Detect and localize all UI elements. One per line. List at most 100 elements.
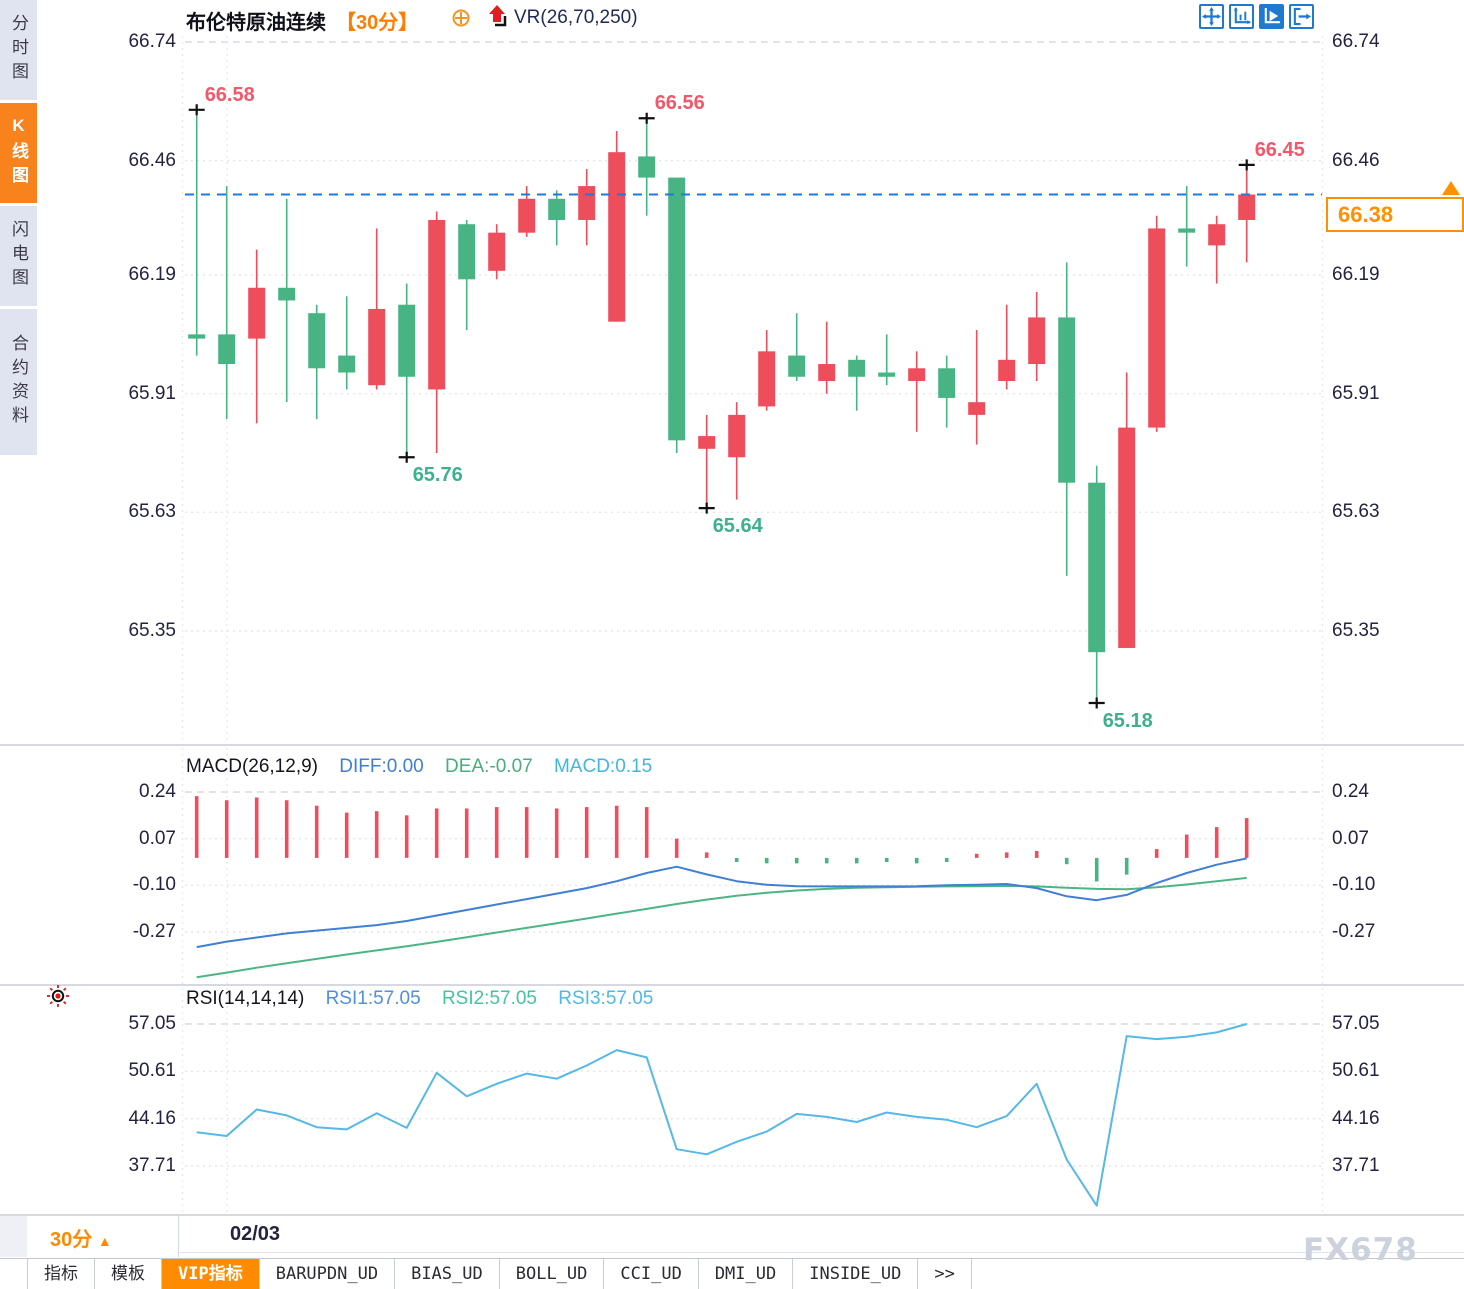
axis-label: 0.24 — [139, 781, 176, 802]
candle-body — [728, 414, 746, 458]
axis-zoom-icon[interactable] — [1229, 4, 1254, 29]
rsi-line — [196, 1023, 1247, 1207]
candle-body — [338, 355, 356, 373]
axis-label: 66.74 — [128, 31, 176, 52]
candle-body — [1178, 228, 1196, 233]
candle-body — [1118, 427, 1136, 648]
status-row: 30分 ▲ 02/03 — [0, 1216, 1464, 1257]
axis-label: 0.07 — [1332, 827, 1369, 849]
bottom-tab-INSIDE_UD[interactable]: INSIDE_UD — [793, 1259, 919, 1289]
axis-label: 0.24 — [1332, 781, 1369, 802]
axis-label: 66.46 — [128, 149, 176, 171]
alert-sun-icon[interactable] — [46, 984, 70, 1008]
extreme-marker — [188, 104, 205, 116]
axis-label: 65.63 — [1332, 501, 1380, 523]
bottom-tab-CCI_UD[interactable]: CCI_UD — [604, 1259, 699, 1289]
bottom-tab-DMI_UD[interactable]: DMI_UD — [699, 1259, 794, 1289]
axis-label: 37.71 — [128, 1155, 176, 1176]
axis-label: -0.10 — [1332, 874, 1376, 896]
macd-diff-value: DIFF:0.00 — [339, 756, 424, 777]
candle-body — [1208, 224, 1226, 246]
sidebar-tab-K线图[interactable]: K线图 — [0, 103, 37, 203]
rsi2-value: RSI2:57.05 — [441, 988, 538, 1009]
candle-body — [278, 287, 296, 301]
candle-body — [398, 304, 416, 377]
candle-body — [788, 355, 806, 377]
rsi1-value: RSI1:57.05 — [325, 988, 421, 1009]
axis-label: 65.35 — [128, 620, 176, 641]
candle-body — [1238, 194, 1256, 220]
bottom-tab->>[interactable]: >> — [918, 1259, 972, 1289]
axis-label: 37.71 — [1332, 1155, 1380, 1176]
price-annotation: 65.76 — [412, 464, 463, 487]
bottom-tab-VIP指标[interactable]: VIP指标 — [162, 1259, 260, 1289]
axis-label: 66.74 — [1332, 31, 1380, 52]
sidebar-tab-分时图[interactable]: 分时图 — [0, 0, 37, 100]
candle-body — [1028, 317, 1046, 365]
candle-body — [188, 334, 206, 339]
vr-indicator-label: VR(26,70,250) — [514, 7, 638, 28]
axis-label: 50.61 — [1332, 1060, 1380, 1082]
bottom-tab-BARUPDN_UD[interactable]: BARUPDN_UD — [260, 1259, 396, 1289]
macd-macd-value: MACD:0.15 — [553, 756, 653, 777]
extreme-marker — [1088, 697, 1105, 709]
sidebar-tab-合约资料[interactable]: 合约资料 — [0, 309, 37, 455]
axis-label: 66.46 — [1332, 149, 1380, 171]
axis-label: -0.27 — [132, 921, 176, 942]
x-axis-date-label: 02/03 — [230, 1223, 281, 1245]
bottom-tab-指标[interactable]: 指标 — [27, 1259, 95, 1289]
candle-body — [548, 198, 566, 220]
axis-label: 65.35 — [1332, 620, 1380, 641]
rsi3-value: RSI3:57.05 — [558, 988, 654, 1009]
candle-body — [248, 287, 266, 339]
exit-right-icon[interactable] — [1289, 4, 1314, 29]
axis-label: 57.05 — [128, 1013, 176, 1034]
period-selector[interactable]: 【30分】 — [336, 12, 419, 34]
extreme-marker — [638, 112, 655, 124]
axis-label: 57.05 — [1332, 1013, 1380, 1034]
candle-body — [1148, 228, 1166, 428]
candle-body — [458, 224, 476, 280]
divider — [178, 1216, 179, 1257]
rsi-name: RSI(14,14,14) — [186, 988, 305, 1009]
period-dropdown[interactable]: 30分 ▲ — [50, 1223, 112, 1252]
axis-label: 0.07 — [139, 827, 176, 849]
axis-play-icon[interactable] — [1259, 4, 1284, 29]
candle-body — [698, 436, 716, 449]
candle-body — [668, 177, 686, 441]
macd-dea-value: DEA:-0.07 — [445, 756, 533, 777]
candle-body — [1058, 317, 1076, 483]
candle-body — [1088, 482, 1106, 653]
axis-label: 65.91 — [128, 382, 176, 404]
bottom-tab-BIAS_UD[interactable]: BIAS_UD — [395, 1259, 500, 1289]
watermark: FX678 — [1303, 1232, 1418, 1268]
axis-label: 50.61 — [128, 1060, 176, 1082]
bottom-tab-BOLL_UD[interactable]: BOLL_UD — [500, 1259, 605, 1289]
candle-body — [428, 219, 446, 390]
candle-body — [758, 351, 776, 407]
add-indicator-icon[interactable] — [452, 9, 470, 27]
divider — [180, 1252, 1464, 1253]
instrument-title: 布伦特原油连续 — [186, 12, 326, 34]
sidebar: 分时图 K线图 闪电图 合约资料 — [0, 0, 37, 1215]
candle-body — [818, 364, 836, 381]
candle-body — [968, 402, 986, 415]
axis-label: 65.91 — [1332, 382, 1380, 404]
indicator-tab-bar: 指标 模板 VIP指标 BARUPDN_UD BIAS_UD BOLL_UD CCI_UD D… — [0, 1258, 1464, 1289]
price-annotation: 66.58 — [204, 83, 255, 106]
chart-header: 布伦特原油连续 【30分】 VR(26,70,250) — [0, 0, 1464, 34]
bottom-tab-模板[interactable]: 模板 — [95, 1259, 162, 1289]
current-price-badge: 66.38 — [1326, 196, 1464, 232]
extreme-marker — [698, 502, 715, 514]
sidebar-tab-闪电图[interactable]: 闪电图 — [0, 206, 37, 306]
axis-label: -0.27 — [1332, 921, 1376, 942]
chevron-up-icon: ▲ — [97, 1233, 112, 1249]
axis-label: 65.63 — [128, 501, 176, 523]
axis-label: 44.16 — [1332, 1107, 1380, 1129]
candle-body — [638, 156, 656, 178]
move-icon[interactable] — [1199, 4, 1224, 29]
price-annotation: 65.18 — [1102, 710, 1153, 733]
price-annotation: 66.45 — [1254, 138, 1305, 161]
